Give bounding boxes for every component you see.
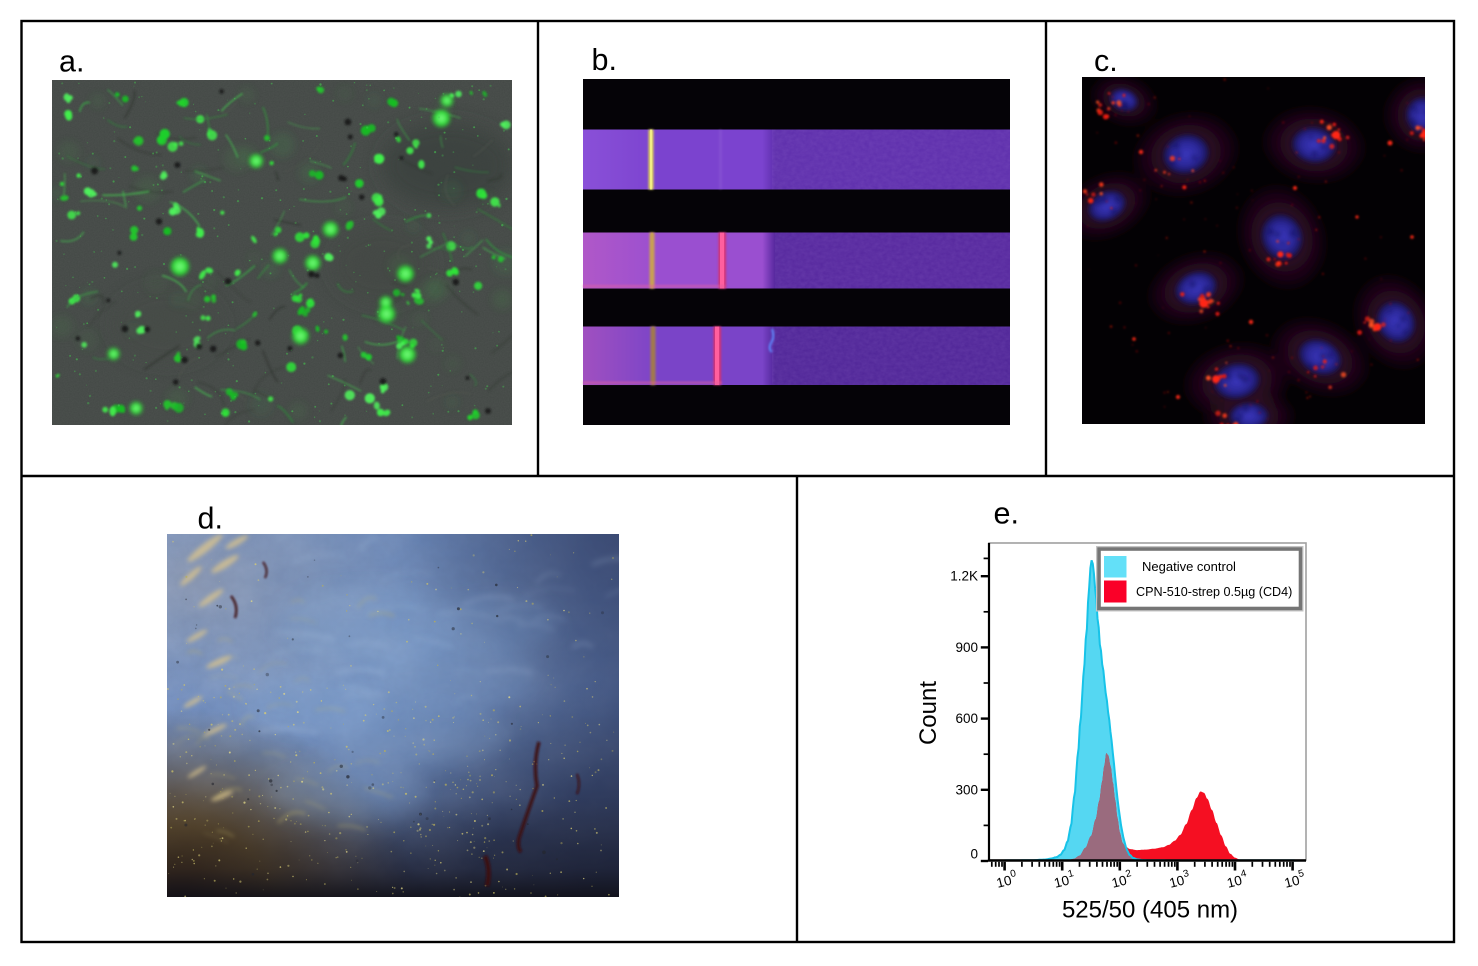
svg-text:900: 900 [955,640,978,655]
svg-text:600: 600 [955,711,978,726]
svg-text:1: 1 [1067,868,1075,880]
svg-text:0: 0 [1009,868,1017,880]
svg-text:b.: b. [592,43,617,77]
svg-text:d.: d. [198,502,223,536]
svg-text:0: 0 [970,847,978,862]
svg-text:c.: c. [1094,44,1118,78]
svg-text:10: 10 [1225,873,1243,891]
svg-text:a.: a. [59,45,84,79]
svg-text:2: 2 [1124,868,1132,880]
svg-text:3: 3 [1182,868,1190,880]
svg-text:10: 10 [1283,873,1301,891]
svg-text:10: 10 [1110,873,1128,891]
svg-text:Negative control: Negative control [1142,559,1236,574]
svg-text:e.: e. [994,497,1019,531]
svg-text:4: 4 [1240,868,1248,880]
svg-text:1.2K: 1.2K [950,569,978,584]
svg-text:5: 5 [1297,868,1305,880]
svg-text:10: 10 [1168,873,1186,891]
svg-text:525/50 (405 nm): 525/50 (405 nm) [1062,897,1238,924]
svg-text:10: 10 [995,873,1013,891]
svg-text:10: 10 [1053,873,1071,891]
svg-text:CPN-510-strep 0.5µg (CD4): CPN-510-strep 0.5µg (CD4) [1136,585,1292,599]
svg-text:300: 300 [955,782,978,797]
svg-text:Count: Count [915,681,942,745]
